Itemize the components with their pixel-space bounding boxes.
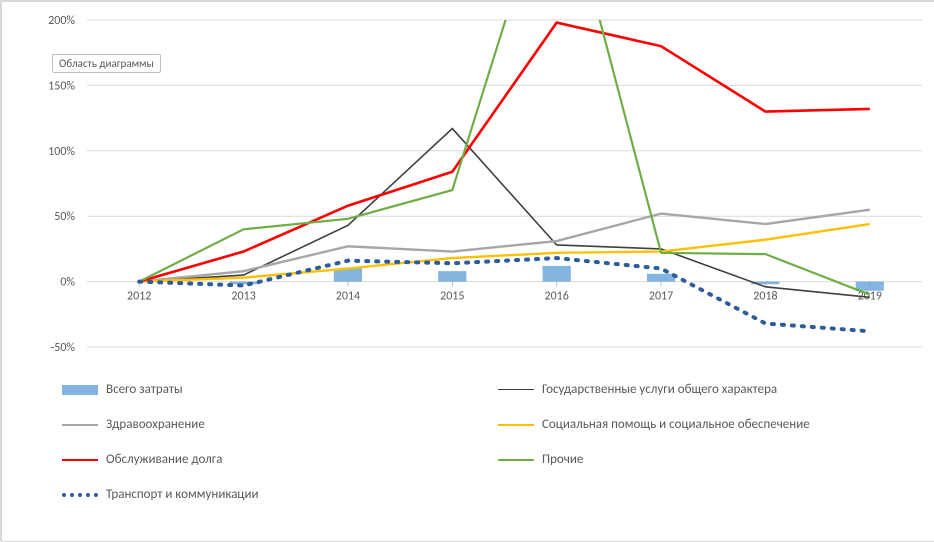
legend-swatch	[498, 389, 534, 390]
legend-swatch	[62, 459, 98, 461]
y-tick-label: 150%	[48, 79, 75, 93]
legend-label: Здравоохранение	[106, 417, 205, 432]
chart-tooltip: Область диаграммы	[52, 54, 161, 73]
legend-label: Всего затраты	[106, 382, 183, 397]
series-line	[139, 210, 870, 282]
x-tick-label: 2016	[545, 290, 569, 304]
x-tick-label: 2014	[336, 290, 360, 304]
legend-item: Обслуживание долга	[62, 452, 478, 467]
legend-swatch	[62, 385, 98, 395]
legend: Всего затраты Государственные услуги обще…	[62, 382, 914, 502]
legend-label: Прочие	[542, 452, 583, 467]
legend-item: Социальная помощь и социальное обеспечен…	[498, 417, 914, 432]
legend-swatch	[62, 493, 98, 497]
x-tick-label: 2015	[440, 290, 464, 304]
legend-swatch	[498, 424, 534, 426]
x-tick-label: 2012	[127, 290, 151, 304]
x-tick-label: 2018	[753, 290, 777, 304]
legend-swatch	[62, 424, 98, 426]
legend-label: Транспорт и коммуникации	[106, 487, 259, 502]
legend-item: Здравоохранение	[62, 417, 478, 432]
chart-area: -50% 0% 50% 100% 150% 200% 2012 2013 2014 2015 201…	[2, 2, 934, 541]
series-line	[139, 2, 870, 295]
y-tick-label: 50%	[54, 210, 75, 224]
y-tick-label: 200%	[48, 14, 75, 28]
legend-label: Обслуживание долга	[106, 452, 222, 467]
legend-label: Государственные услуги общего характера	[542, 382, 777, 397]
y-tick-label: 100%	[48, 145, 75, 159]
x-tick-label: 2013	[231, 290, 255, 304]
bar	[229, 282, 257, 285]
legend-item: Прочие	[498, 452, 914, 467]
legend-label: Социальная помощь и социальное обеспечен…	[542, 417, 810, 432]
bar	[647, 274, 675, 282]
bar	[543, 266, 571, 282]
legend-item: Всего затраты	[62, 382, 478, 397]
y-tick-label: -50%	[51, 341, 76, 355]
x-tick-label: 2017	[649, 290, 673, 304]
bar	[438, 271, 466, 281]
legend-item: Государственные услуги общего характера	[498, 382, 914, 397]
y-tick-label: 0%	[60, 276, 75, 290]
legend-item: Транспорт и коммуникации	[62, 487, 478, 502]
series-line	[139, 23, 870, 282]
chart-tooltip-label: Область диаграммы	[59, 57, 154, 70]
bar	[856, 282, 884, 291]
legend-swatch	[498, 459, 534, 461]
series-line	[139, 129, 870, 298]
